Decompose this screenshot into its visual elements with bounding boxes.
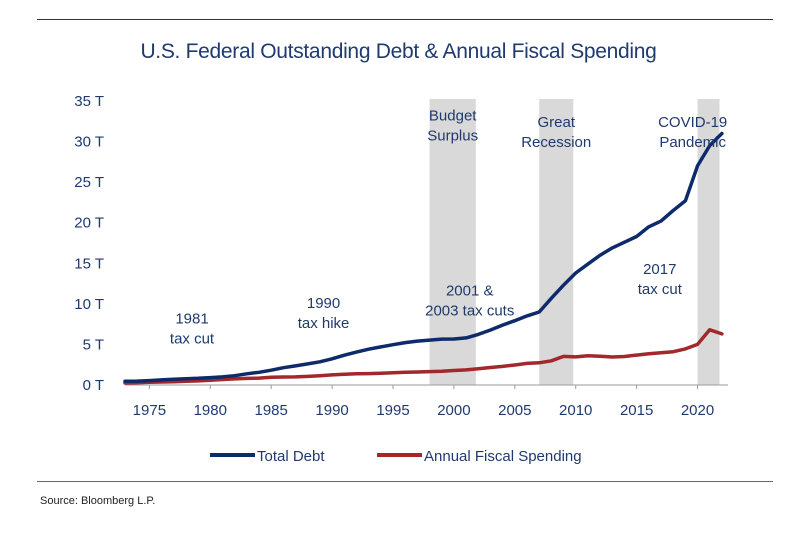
x-tick-label: 2015 — [620, 402, 653, 419]
annotation: 1981 tax cut — [170, 310, 215, 347]
annotation: COVID-19 Pandemic — [658, 114, 727, 151]
annotation: Budget Surplus — [427, 107, 478, 144]
y-tick-label: 15 T — [74, 255, 104, 272]
annotation: 2001 & 2003 tax cuts — [425, 283, 514, 320]
annotation-line: COVID-19 — [658, 114, 727, 131]
y-tick-label: 20 T — [74, 215, 104, 232]
annotation-line: 2001 & — [446, 283, 494, 300]
bottom-rule — [37, 481, 773, 482]
shaded-periods — [429, 99, 720, 385]
source-note: Source: Bloomberg L.P. — [40, 495, 156, 507]
x-tick-label: 1975 — [133, 402, 166, 419]
y-tick-label: 10 T — [74, 296, 104, 313]
legend: Total Debt Annual Fiscal Spending — [210, 448, 582, 465]
annotation-line: 2003 tax cuts — [425, 303, 514, 320]
x-tick-label: 2000 — [437, 402, 470, 419]
y-tick-label: 0 T — [83, 377, 104, 394]
x-tick-label: 2020 — [681, 402, 714, 419]
y-tick-label: 5 T — [83, 336, 104, 353]
top-rule — [37, 19, 773, 20]
x-tick-label: 1980 — [194, 402, 227, 419]
annotation-line: Great — [537, 114, 575, 131]
shaded-period-1 — [539, 99, 574, 385]
annotations: Budget Surplus Great Recession COVID-19 Pande… — [170, 107, 727, 347]
annotation: Great Recession — [521, 114, 591, 151]
y-tick-label: 25 T — [74, 174, 104, 191]
legend-label: Annual Fiscal Spending — [424, 448, 582, 465]
y-axis-labels: 0 T 5 T 10 T 15 T 20 T 25 T 30 T 35 T — [74, 93, 104, 394]
x-axis: 1975 1980 1985 1990 1995 2000 2005 2010 2015 2020 — [125, 384, 728, 419]
x-tick-label: 1985 — [254, 402, 287, 419]
annotation-line: tax hike — [298, 315, 350, 332]
annotation: 1990 tax hike — [298, 295, 350, 332]
annotation: 2017 tax cut — [638, 261, 683, 298]
legend-label: Total Debt — [257, 448, 325, 465]
annotation-line: Recession — [521, 134, 591, 151]
x-tick-label: 1995 — [376, 402, 409, 419]
series-lines — [123, 131, 724, 385]
y-tick-label: 35 T — [74, 93, 104, 110]
shaded-period-2 — [697, 99, 720, 385]
annotation-line: Pandemic — [659, 134, 726, 151]
x-tick-label: 2010 — [559, 402, 592, 419]
annotation-line: tax cut — [638, 281, 683, 298]
chart-title: U.S. Federal Outstanding Debt & Annual F… — [140, 40, 657, 63]
series-line-annual-fiscal-spending — [123, 328, 724, 385]
annotation-line: 1990 — [307, 295, 340, 312]
x-tick-label: 2005 — [498, 402, 531, 419]
annotation-line: tax cut — [170, 330, 215, 347]
annotation-line: 1981 — [175, 310, 208, 327]
annotation-line: Surplus — [427, 127, 478, 144]
annotation-line: Budget — [429, 107, 477, 124]
series-line-total-debt — [123, 131, 724, 384]
y-tick-label: 30 T — [74, 134, 104, 151]
annotation-line: 2017 — [643, 261, 676, 278]
x-tick-label: 1990 — [315, 402, 348, 419]
